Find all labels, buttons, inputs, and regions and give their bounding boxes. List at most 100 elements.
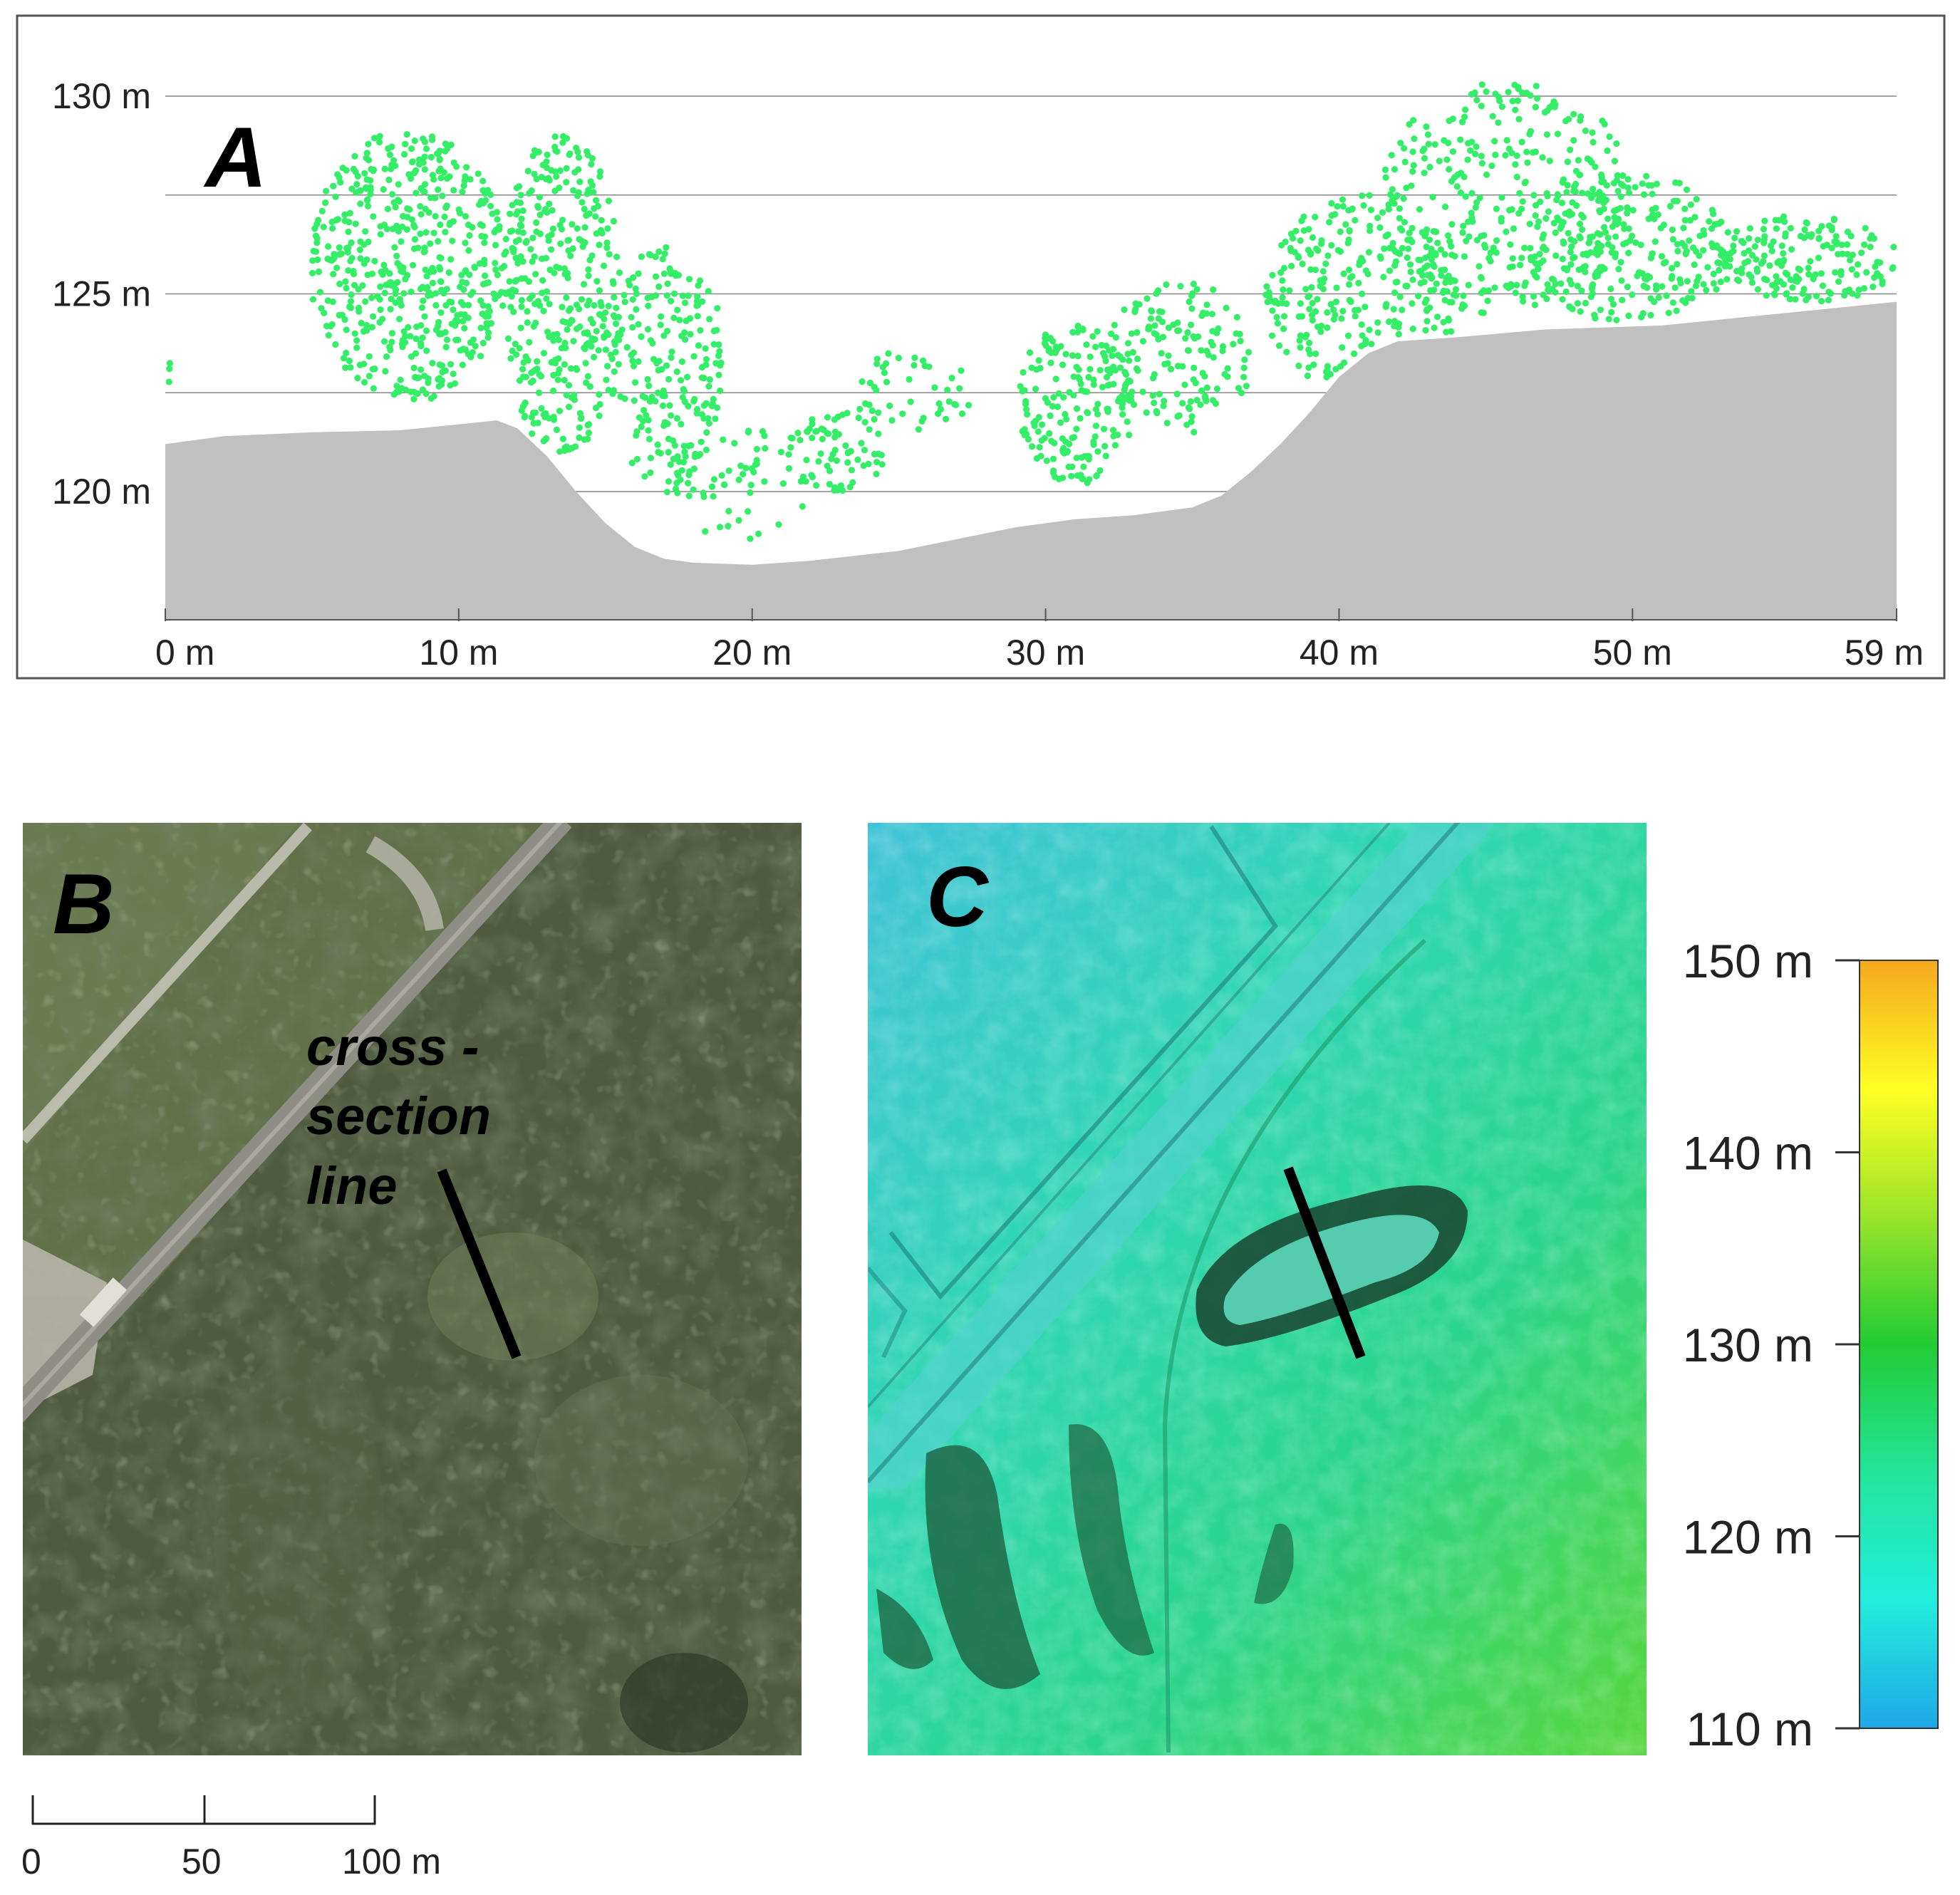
lidar-point [1467,147,1474,154]
lidar-point [875,430,882,437]
lidar-point [526,338,533,346]
lidar-point [1515,210,1523,217]
lidar-point [1807,258,1814,265]
lidar-point [526,295,534,302]
lidar-point [495,292,502,299]
lidar-point [420,297,427,304]
lidar-point [1828,244,1835,251]
lidar-point [1264,298,1271,306]
lidar-point [1543,295,1550,303]
lidar-point [400,290,408,297]
lidar-point [1421,170,1428,177]
lidar-point [1795,265,1802,272]
lidar-point [1382,174,1389,181]
lidar-point [659,402,667,410]
lidar-point [1422,327,1429,334]
lidar-point [1069,328,1077,336]
lidar-point [1710,280,1717,287]
lidar-point [1753,268,1761,275]
lidar-point [1696,252,1703,259]
lidar-point [1323,373,1330,381]
lidar-point [1493,249,1500,256]
lidar-point [1546,157,1553,165]
lidar-point [1608,308,1615,316]
lidar-point [455,336,462,343]
lidar-point [1861,241,1868,249]
lidar-point [1203,310,1210,317]
lidar-point [1773,285,1780,292]
lidar-point [596,412,603,420]
lidar-point [683,317,690,324]
lidar-point [1360,202,1367,209]
lidar-point [1625,249,1632,256]
lidar-point [631,397,638,405]
lidar-point [659,256,666,263]
lidar-point [396,262,403,269]
lidar-point [1601,120,1608,128]
lidar-point [165,378,172,385]
lidar-point [1803,219,1810,227]
lidar-point [1717,279,1724,286]
x-tick-label: 0 m [155,633,214,673]
lidar-point [1674,261,1681,268]
lidar-point [1101,442,1109,450]
lidar-point [1102,452,1109,460]
lidar-point [384,205,392,212]
lidar-point [1611,207,1618,214]
lidar-point [1305,364,1312,371]
lidar-point [694,293,701,300]
lidar-point [873,360,881,368]
lidar-point [1854,292,1861,299]
lidar-point [1134,329,1141,336]
lidar-point [554,148,561,155]
lidar-point [1597,248,1604,255]
lidar-point [1710,210,1717,217]
lidar-point [1491,284,1498,291]
lidar-point [1716,266,1723,274]
lidar-point [1090,376,1097,383]
lidar-point [309,296,317,303]
lidar-point [1733,267,1741,275]
lidar-point [487,202,494,209]
lidar-point [604,225,611,232]
lidar-point [443,202,450,209]
lidar-point [1625,225,1632,232]
lidar-point [1312,351,1319,358]
lidar-point [1077,380,1084,388]
lidar-point [1537,198,1544,205]
lidar-point [345,228,352,235]
lidar-point [1674,247,1681,255]
lidar-point [944,386,951,394]
lidar-point [1433,280,1440,287]
lidar-point [1611,157,1618,165]
scale-bar: 0 50 100 m [21,1795,441,1881]
lidar-point [725,522,732,530]
lidar-point [1021,431,1028,439]
lidar-point [1092,422,1099,430]
lidar-point [1526,220,1533,227]
lidar-point [569,221,576,228]
lidar-point [1380,274,1387,281]
lidar-point [1085,452,1092,460]
lidar-point [1203,384,1210,391]
lidar-point [1324,324,1331,331]
lidar-point [1389,239,1396,247]
lidar-point [371,365,378,373]
lidar-point [1151,399,1158,407]
lidar-point [1611,214,1618,221]
lidar-point [501,251,508,258]
lidar-point [463,164,470,171]
lidar-point [1224,365,1231,372]
lidar-point [1094,328,1101,335]
lidar-point [502,236,509,243]
lidar-point [1738,265,1746,272]
lidar-point [1312,214,1319,221]
lidar-point [389,191,396,198]
lidar-point [875,409,882,416]
lidar-point [911,362,918,369]
lidar-point [1533,202,1540,209]
lidar-point [1523,148,1530,155]
lidar-point [630,363,638,370]
lidar-point [1345,266,1353,274]
lidar-point [1780,213,1788,220]
